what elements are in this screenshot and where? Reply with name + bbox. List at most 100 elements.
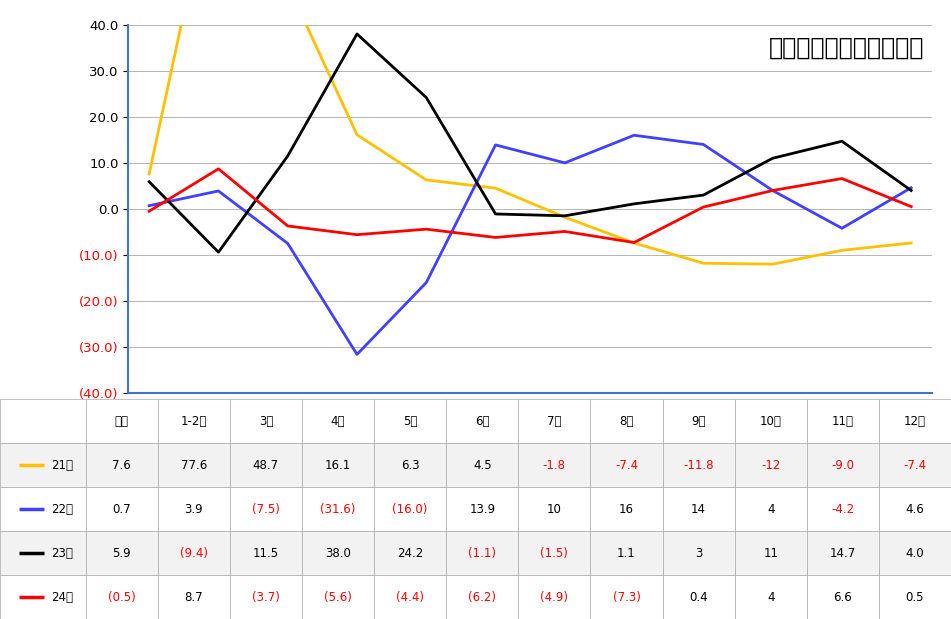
- Bar: [302, 487, 374, 531]
- Bar: [86, 531, 158, 575]
- Text: 1.1: 1.1: [617, 547, 636, 560]
- Text: -12: -12: [761, 459, 781, 472]
- Text: (6.2): (6.2): [468, 591, 496, 604]
- Bar: [518, 531, 591, 575]
- Bar: [446, 487, 518, 531]
- Bar: [0, 531, 86, 575]
- Bar: [734, 399, 806, 443]
- Bar: [734, 531, 806, 575]
- Text: -7.4: -7.4: [615, 459, 638, 472]
- Bar: [0, 487, 86, 531]
- Bar: [806, 531, 879, 575]
- Text: 6.3: 6.3: [400, 459, 419, 472]
- Text: 23年: 23年: [51, 547, 73, 560]
- Bar: [591, 399, 663, 443]
- Text: 77.6: 77.6: [181, 459, 207, 472]
- Bar: [663, 575, 734, 619]
- Bar: [591, 575, 663, 619]
- Bar: [806, 399, 879, 443]
- Text: 5月: 5月: [403, 415, 417, 428]
- Text: 7.6: 7.6: [112, 459, 131, 472]
- Text: 4: 4: [767, 503, 774, 516]
- Bar: [663, 443, 734, 487]
- Bar: [591, 531, 663, 575]
- Text: (16.0): (16.0): [393, 503, 428, 516]
- Text: (7.3): (7.3): [612, 591, 640, 604]
- Bar: [374, 575, 446, 619]
- Text: 4.0: 4.0: [905, 547, 924, 560]
- Bar: [518, 575, 591, 619]
- Bar: [374, 443, 446, 487]
- Bar: [879, 399, 951, 443]
- Bar: [663, 487, 734, 531]
- Text: 7月: 7月: [547, 415, 562, 428]
- Bar: [158, 487, 230, 531]
- Text: 12月: 12月: [904, 415, 926, 428]
- Text: 0.4: 0.4: [689, 591, 708, 604]
- Text: 11月: 11月: [832, 415, 854, 428]
- Bar: [879, 575, 951, 619]
- Bar: [230, 531, 302, 575]
- Bar: [663, 531, 734, 575]
- Bar: [230, 575, 302, 619]
- Text: -4.2: -4.2: [831, 503, 854, 516]
- Text: 13.9: 13.9: [469, 503, 495, 516]
- Bar: [663, 399, 734, 443]
- Bar: [86, 487, 158, 531]
- Text: 3: 3: [695, 547, 702, 560]
- Bar: [86, 443, 158, 487]
- Text: 14: 14: [691, 503, 706, 516]
- Bar: [806, 443, 879, 487]
- Text: 0.7: 0.7: [112, 503, 131, 516]
- Text: 11.5: 11.5: [253, 547, 279, 560]
- Text: -9.0: -9.0: [831, 459, 854, 472]
- Text: 6.6: 6.6: [833, 591, 852, 604]
- Bar: [302, 575, 374, 619]
- Text: 4.6: 4.6: [905, 503, 924, 516]
- Text: 年累: 年累: [115, 415, 128, 428]
- Bar: [158, 531, 230, 575]
- Text: 4: 4: [767, 591, 774, 604]
- Text: 21年: 21年: [51, 459, 73, 472]
- Text: 0.5: 0.5: [905, 591, 924, 604]
- Text: 9月: 9月: [691, 415, 706, 428]
- Bar: [806, 487, 879, 531]
- Bar: [302, 531, 374, 575]
- Text: (1.1): (1.1): [468, 547, 496, 560]
- Text: (5.6): (5.6): [324, 591, 352, 604]
- Bar: [446, 443, 518, 487]
- Bar: [230, 487, 302, 531]
- Text: 3月: 3月: [259, 415, 273, 428]
- Bar: [374, 487, 446, 531]
- Bar: [0, 443, 86, 487]
- Text: (1.5): (1.5): [540, 547, 569, 560]
- Text: 24.2: 24.2: [397, 547, 423, 560]
- Text: 38.0: 38.0: [325, 547, 351, 560]
- Text: 4月: 4月: [331, 415, 345, 428]
- Bar: [302, 399, 374, 443]
- Bar: [0, 399, 86, 443]
- Text: (4.4): (4.4): [397, 591, 424, 604]
- Text: 10月: 10月: [760, 415, 782, 428]
- Bar: [734, 443, 806, 487]
- Text: -11.8: -11.8: [684, 459, 714, 472]
- Text: 11: 11: [764, 547, 778, 560]
- Text: 16: 16: [619, 503, 634, 516]
- Bar: [879, 531, 951, 575]
- Bar: [879, 487, 951, 531]
- Bar: [879, 443, 951, 487]
- Text: 24年: 24年: [51, 591, 73, 604]
- Bar: [446, 531, 518, 575]
- Text: 1-2月: 1-2月: [181, 415, 207, 428]
- Text: (31.6): (31.6): [320, 503, 356, 516]
- Text: (7.5): (7.5): [252, 503, 280, 516]
- Text: 14.7: 14.7: [829, 547, 856, 560]
- Bar: [518, 487, 591, 531]
- Bar: [734, 487, 806, 531]
- Bar: [374, 399, 446, 443]
- Bar: [446, 399, 518, 443]
- Bar: [230, 443, 302, 487]
- Text: (0.5): (0.5): [107, 591, 136, 604]
- Text: 22年: 22年: [51, 503, 73, 516]
- Text: 3.9: 3.9: [184, 503, 204, 516]
